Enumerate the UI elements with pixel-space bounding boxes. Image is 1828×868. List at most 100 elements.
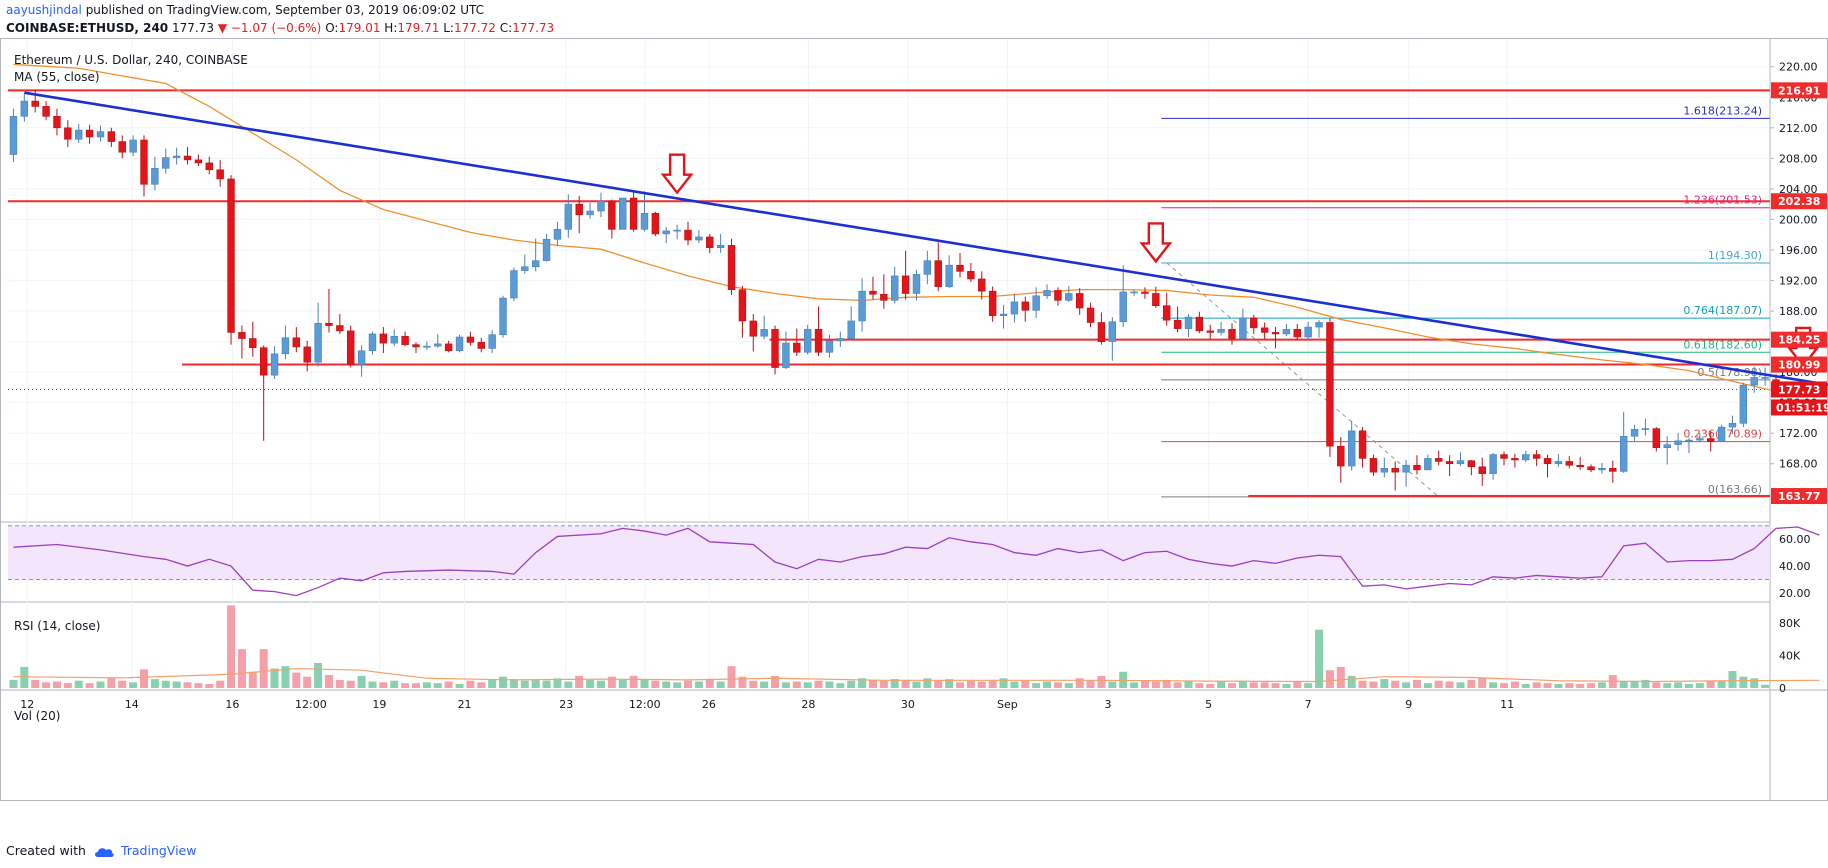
- candle-bearish: [412, 342, 420, 354]
- candle-body: [510, 270, 518, 299]
- candle-bearish: [1435, 450, 1443, 466]
- candle-bullish: [270, 346, 279, 379]
- candle-bearish: [379, 327, 388, 354]
- candle-body: [1467, 460, 1476, 468]
- candle-bearish: [629, 191, 638, 232]
- volume-bar: [1674, 682, 1683, 688]
- candle-bearish: [1260, 322, 1269, 340]
- tradingview-link[interactable]: TradingView: [120, 843, 197, 858]
- candle-bearish: [118, 135, 126, 159]
- volume-bar: [433, 683, 442, 688]
- volume-bar: [1739, 676, 1748, 688]
- level-price-label: 163.77: [1778, 490, 1820, 503]
- candle-body: [1097, 322, 1106, 342]
- candle-body: [706, 236, 714, 248]
- candle-body: [1565, 461, 1573, 466]
- candle-bullish: [1630, 424, 1639, 442]
- last-price: 177.73: [171, 21, 214, 35]
- candle-bearish: [880, 274, 888, 309]
- volume-bar: [1064, 683, 1073, 688]
- candle-bullish: [1239, 308, 1247, 340]
- candle-bullish: [825, 334, 834, 358]
- volume-bar: [694, 681, 703, 688]
- candle-bullish: [1685, 437, 1693, 454]
- candle-body: [880, 293, 888, 301]
- candle-body: [1369, 458, 1378, 473]
- candle-body: [629, 197, 638, 230]
- volume-bar: [1391, 680, 1400, 688]
- volume-bar: [1500, 683, 1508, 688]
- volume-bar: [422, 682, 431, 688]
- candle-bearish: [651, 211, 660, 237]
- candle-body: [1173, 319, 1182, 329]
- candle-bearish: [738, 285, 747, 338]
- candle-bearish: [1532, 449, 1541, 467]
- time-tick-label: 12:00: [295, 698, 327, 711]
- volume-bar: [1663, 683, 1672, 688]
- candle-bearish: [85, 124, 94, 144]
- candle-bullish: [1641, 418, 1650, 436]
- candle-body: [20, 100, 29, 117]
- candle-bullish: [521, 254, 529, 274]
- volume-bar: [1684, 683, 1693, 688]
- volume-bar: [956, 682, 964, 688]
- high-label: H:: [384, 21, 398, 35]
- candle-body: [1728, 422, 1737, 428]
- volume-bar: [607, 676, 616, 688]
- candle-body: [477, 342, 485, 349]
- volume-bar: [1293, 681, 1302, 688]
- candle-body: [771, 329, 779, 368]
- volume-bar: [281, 666, 290, 688]
- candle-bearish: [1413, 455, 1421, 475]
- candle-body: [597, 200, 605, 212]
- candle-bullish: [597, 192, 605, 218]
- candle-body: [1032, 295, 1040, 311]
- volume-bar: [85, 683, 94, 688]
- author-link[interactable]: aayushjindal: [6, 3, 82, 17]
- candle-body: [1500, 454, 1508, 459]
- candle-body: [923, 260, 932, 275]
- candle-bullish: [1424, 454, 1432, 471]
- close-value: 177.73: [512, 21, 555, 35]
- volume-bar: [575, 675, 584, 688]
- candle-bullish: [368, 331, 377, 355]
- volume-bar: [1140, 680, 1149, 688]
- candle-bearish: [956, 253, 964, 278]
- candle-bullish: [510, 267, 518, 302]
- candle-body: [444, 343, 453, 352]
- level-price-label: 184.25: [1778, 334, 1820, 347]
- candle-bearish: [1652, 427, 1661, 452]
- candle-body: [847, 320, 855, 339]
- candle-body: [238, 332, 246, 339]
- candle-bullish: [1130, 289, 1138, 296]
- candle-bullish: [716, 233, 725, 254]
- volume-bar: [477, 682, 486, 688]
- candle-body: [434, 343, 442, 347]
- candle-bearish: [1173, 306, 1182, 333]
- candle-bullish: [1380, 457, 1389, 478]
- volume-bar: [629, 675, 638, 688]
- candle-body: [1696, 438, 1704, 441]
- time-tick-label: 16: [225, 698, 239, 711]
- candle-bearish: [1500, 451, 1508, 466]
- last-price-label: 177.73: [1778, 383, 1820, 396]
- volume-bar: [803, 682, 812, 688]
- candle-body: [64, 127, 72, 140]
- candle-bearish: [978, 271, 986, 300]
- candle-bullish: [1663, 436, 1671, 465]
- resistance-down-arrow-icon: [660, 153, 694, 195]
- candle-body: [1707, 438, 1715, 442]
- candle-body: [1489, 454, 1497, 474]
- candle-bullish: [803, 324, 812, 355]
- price-tick-label: 220.00: [1779, 61, 1818, 74]
- volume-bar: [357, 675, 366, 688]
- candle-body: [1293, 329, 1301, 338]
- candle-body: [1184, 316, 1193, 329]
- candle-bearish: [1097, 312, 1106, 345]
- candle-body: [1119, 291, 1127, 323]
- candle-body: [1750, 377, 1758, 386]
- candle-body: [1075, 293, 1084, 309]
- volume-tick-label: 80K: [1779, 617, 1801, 630]
- candle-body: [53, 116, 61, 129]
